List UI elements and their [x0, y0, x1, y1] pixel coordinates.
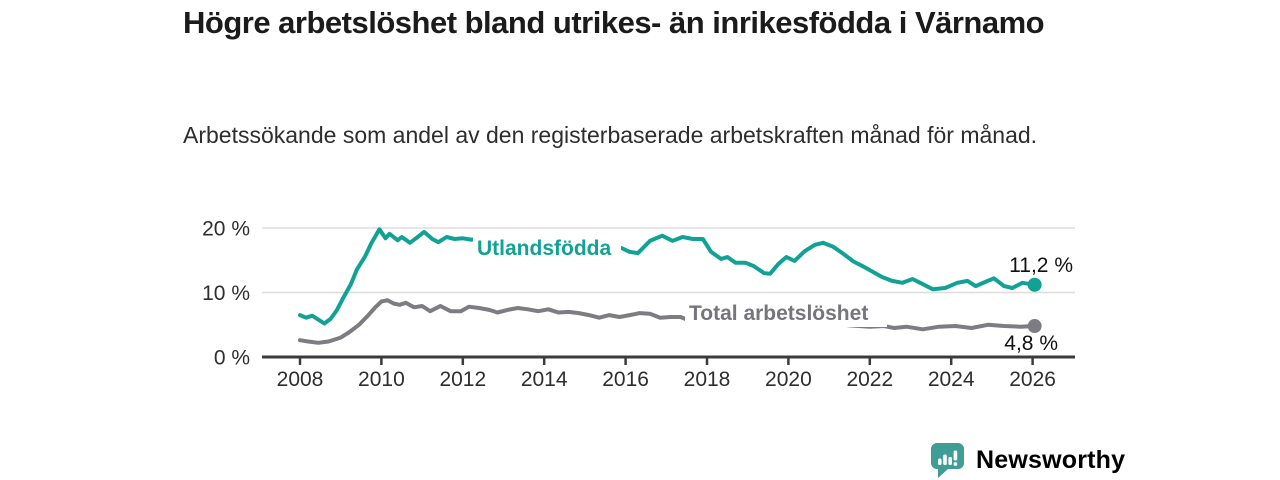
newsworthy-branding: Newsworthy	[930, 442, 1125, 478]
series-label-backdrop	[685, 299, 887, 327]
exclamation-stem	[953, 450, 958, 461]
series-line-utlandsfodda	[298, 227, 1037, 326]
speech-bubble-shape	[931, 443, 964, 478]
x-tick-label: 2024	[928, 368, 975, 391]
series-end-value-total: 4,8 %	[1004, 332, 1058, 355]
x-tick-label: 2022	[846, 368, 893, 391]
x-tick-label: 2008	[277, 368, 324, 391]
x-tick-label: 2026	[1009, 368, 1056, 391]
exclamation-dot	[953, 462, 958, 466]
series-label-utlandsfodda: Utlandsfödda	[477, 237, 611, 260]
series-label-total: Total arbetslöshet	[689, 302, 868, 325]
x-tick-label: 2020	[765, 368, 812, 391]
x-tick-label: 2012	[439, 368, 486, 391]
x-tick-label: 2018	[684, 368, 731, 391]
newsworthy-logo-text: Newsworthy	[976, 445, 1126, 474]
newsworthy-logo-icon	[931, 443, 964, 478]
x-tick-label: 2014	[521, 368, 568, 391]
chart-subtitle: Arbetssökande som andel av den registerb…	[183, 122, 1038, 148]
y-axis-label: 20 %	[202, 218, 250, 241]
mini-bar-chart-glyph	[938, 450, 958, 466]
series-end-dot-total	[1027, 319, 1042, 334]
chart-title: Högre arbetslöshet bland utrikes- än inr…	[183, 5, 1045, 40]
y-axis-label: 0 %	[214, 347, 250, 370]
series-end-dot-utlandsfodda	[1027, 277, 1042, 292]
x-tick-label: 2016	[602, 368, 649, 391]
x-tick-label: 2010	[358, 368, 405, 391]
y-axis-label: 10 %	[202, 282, 250, 305]
series-end-value-utlandsfodda: 11,2 %	[1009, 254, 1073, 277]
series-label-backdrop	[473, 234, 621, 260]
series-line-total	[298, 298, 1037, 345]
